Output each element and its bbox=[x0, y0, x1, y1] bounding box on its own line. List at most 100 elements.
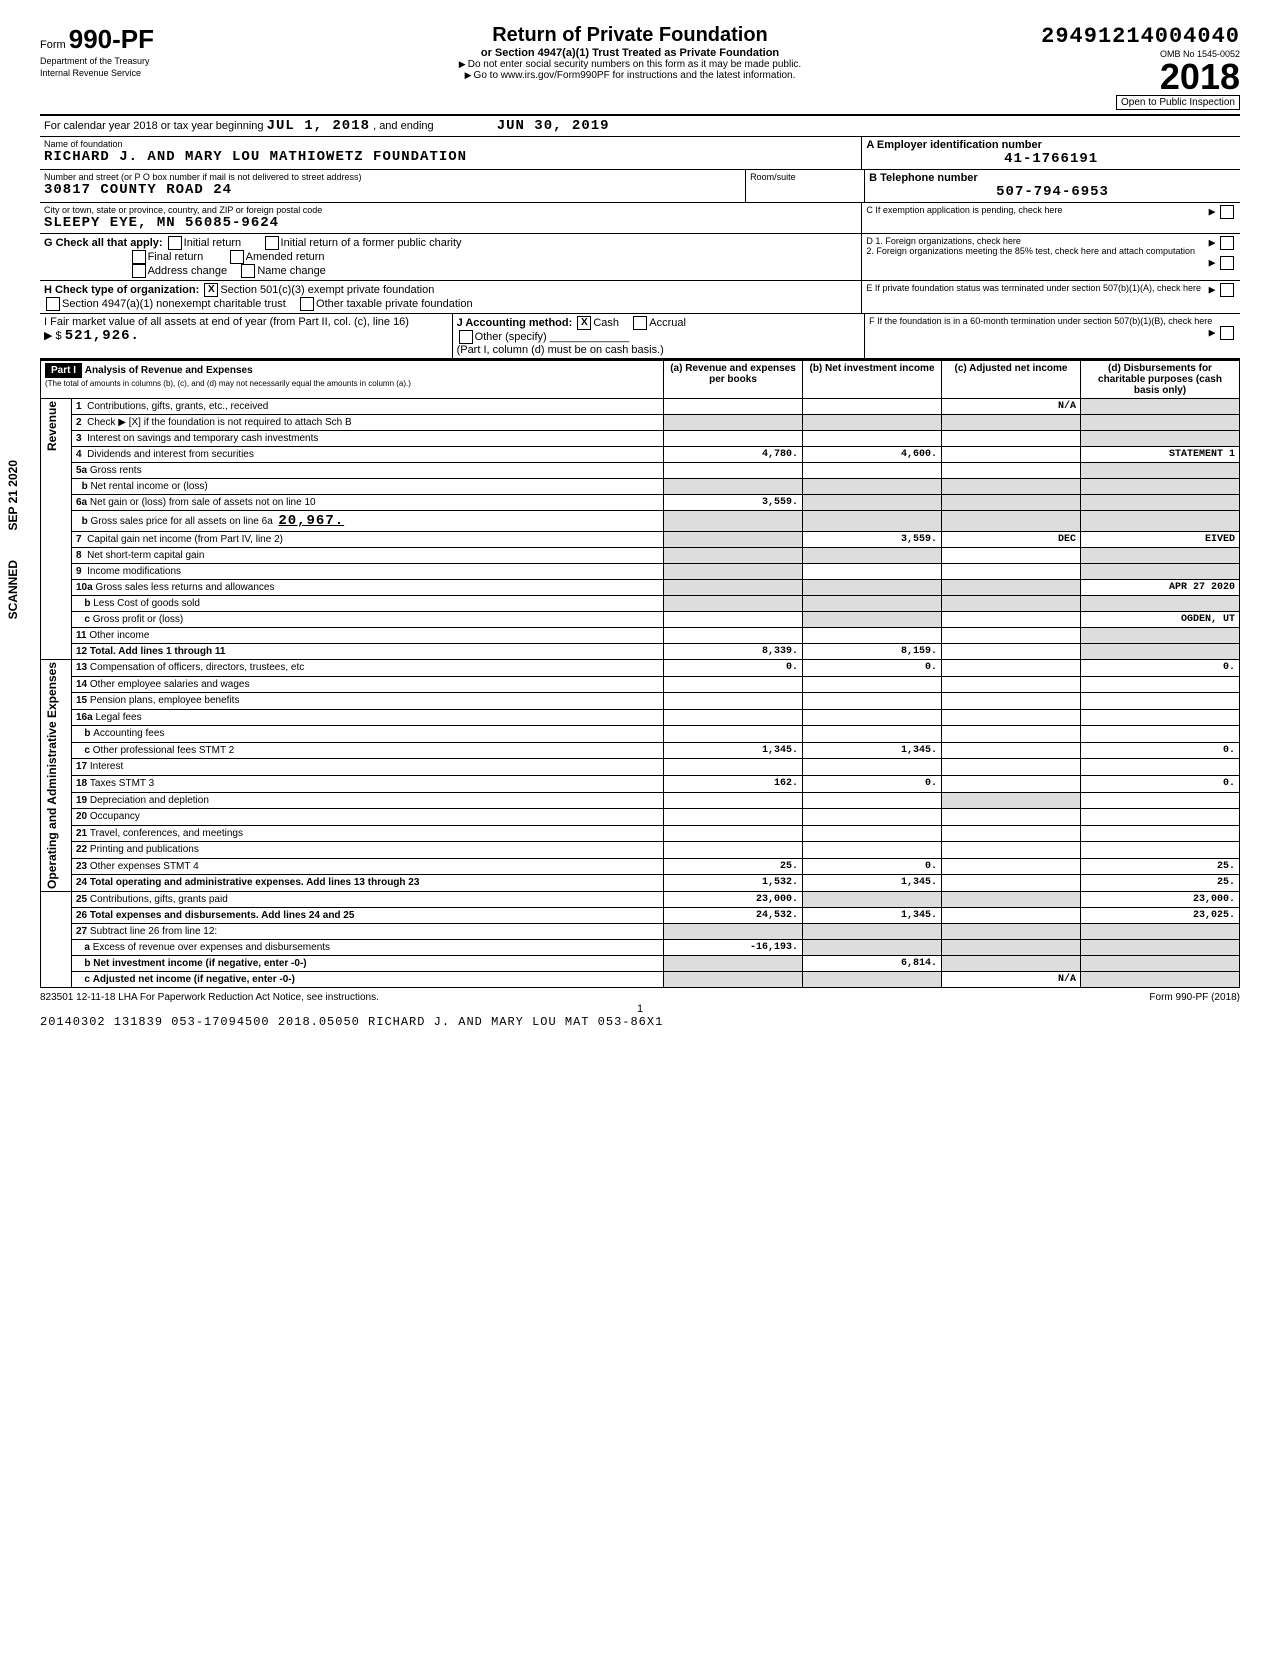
r10c-d: OGDEN, UT bbox=[1081, 612, 1240, 628]
r18-a: 162. bbox=[664, 775, 803, 792]
r25-desc: Contributions, gifts, grants paid bbox=[90, 894, 228, 905]
r16c-d: 0. bbox=[1081, 742, 1240, 759]
r11-desc: Other income bbox=[89, 630, 149, 641]
r3-desc: Interest on savings and temporary cash i… bbox=[87, 433, 318, 444]
c-checkbox[interactable] bbox=[1220, 205, 1234, 219]
r1-c: N/A bbox=[942, 399, 1081, 415]
addr-phone-row: Number and street (or P O box number if … bbox=[40, 170, 1240, 203]
h-o3: Other taxable private foundation bbox=[316, 298, 473, 310]
r22-desc: Printing and publications bbox=[90, 844, 199, 855]
city-c-row: City or town, state or province, country… bbox=[40, 203, 1240, 234]
r27a-a: -16,193. bbox=[664, 939, 803, 955]
h-o1: Section 501(c)(3) exempt private foundat… bbox=[220, 284, 434, 296]
footer-right: Form 990-PF (2018) bbox=[1149, 992, 1240, 1003]
r9-desc: Income modifications bbox=[87, 566, 181, 577]
i-label: I Fair market value of all assets at end… bbox=[44, 316, 409, 328]
form-title: Return of Private Foundation bbox=[310, 24, 950, 47]
g-addrchange-checkbox[interactable] bbox=[132, 264, 146, 278]
r10b-desc: Less Cost of goods sold bbox=[93, 598, 200, 609]
r10c-desc: Gross profit or (loss) bbox=[93, 614, 184, 625]
r13-desc: Compensation of officers, directors, tru… bbox=[90, 662, 304, 673]
form-note2: Go to www.irs.gov/Form990PF for instruct… bbox=[310, 70, 950, 81]
form-prefix: Form bbox=[40, 39, 66, 51]
col-c-header: (c) Adjusted net income bbox=[942, 361, 1081, 399]
scanned-stamp: SCANNED bbox=[6, 560, 20, 619]
city-value: SLEEPY EYE, MN 56085-9624 bbox=[44, 215, 857, 231]
d1-checkbox[interactable] bbox=[1220, 236, 1234, 250]
r12-b: 8,159. bbox=[803, 644, 942, 660]
dept1: Department of the Treasury bbox=[40, 56, 150, 66]
j-label: J Accounting method: bbox=[457, 317, 573, 329]
form-header: Form 990-PF Department of the Treasury I… bbox=[40, 20, 1240, 116]
footer-left: 823501 12-11-18 LHA For Paperwork Reduct… bbox=[40, 992, 379, 1003]
r20-desc: Occupancy bbox=[90, 811, 140, 822]
r4-desc: Dividends and interest from securities bbox=[87, 449, 254, 460]
r23-b: 0. bbox=[803, 858, 942, 875]
r1-desc: Contributions, gifts, grants, etc., rece… bbox=[87, 401, 268, 412]
f-checkbox[interactable] bbox=[1220, 326, 1234, 340]
h-e-row: H Check type of organization: XSection 5… bbox=[40, 281, 1240, 314]
col-d-header: (d) Disbursements for charitable purpose… bbox=[1081, 361, 1240, 399]
r26-a: 24,532. bbox=[664, 907, 803, 923]
g-namechange-checkbox[interactable] bbox=[241, 264, 255, 278]
h-label: H Check type of organization: bbox=[44, 284, 199, 296]
h-other-checkbox[interactable] bbox=[300, 297, 314, 311]
period-start: JUL 1, 2018 bbox=[267, 118, 370, 134]
phone-value: 507-794-6953 bbox=[869, 184, 1236, 200]
r26-d: 23,025. bbox=[1081, 907, 1240, 923]
r26-desc: Total expenses and disbursements. Add li… bbox=[90, 910, 355, 921]
r6a-a: 3,559. bbox=[664, 495, 803, 511]
g-former-checkbox[interactable] bbox=[265, 236, 279, 250]
e-checkbox[interactable] bbox=[1220, 283, 1234, 297]
phone-label: B Telephone number bbox=[869, 172, 1236, 184]
d2-checkbox[interactable] bbox=[1220, 256, 1234, 270]
r10a-d: APR 27 2020 bbox=[1081, 580, 1240, 596]
part1-note: (The total of amounts in columns (b), (c… bbox=[45, 379, 411, 388]
r14-desc: Other employee salaries and wages bbox=[90, 679, 250, 690]
g-final-checkbox[interactable] bbox=[132, 250, 146, 264]
j-cash-checkbox[interactable]: X bbox=[577, 316, 591, 330]
h-501c3-checkbox[interactable]: X bbox=[204, 283, 218, 297]
expense-side-label: Operating and Administrative Expenses bbox=[45, 662, 59, 889]
j-accrual-checkbox[interactable] bbox=[633, 316, 647, 330]
name-label: Name of foundation bbox=[44, 139, 857, 149]
part1-table: Part I Analysis of Revenue and Expenses … bbox=[40, 360, 1240, 988]
r10a-desc: Gross sales less returns and allowances bbox=[95, 582, 274, 593]
g-o5: Amended return bbox=[246, 251, 325, 263]
r13-d: 0. bbox=[1081, 660, 1240, 677]
r6a-desc: Net gain or (loss) from sale of assets n… bbox=[90, 497, 316, 508]
form-id-box: Form 990-PF Department of the Treasury I… bbox=[40, 20, 300, 83]
g-amended-checkbox[interactable] bbox=[230, 250, 244, 264]
r27-desc: Subtract line 26 from line 12: bbox=[90, 926, 217, 937]
j-cash: Cash bbox=[593, 317, 619, 329]
h-o2: Section 4947(a)(1) nonexempt charitable … bbox=[62, 298, 286, 310]
h-4947-checkbox[interactable] bbox=[46, 297, 60, 311]
d2-label: 2. Foreign organizations meeting the 85%… bbox=[866, 246, 1195, 256]
r5a-desc: Gross rents bbox=[90, 465, 142, 476]
col-b-header: (b) Net investment income bbox=[803, 361, 942, 399]
ein-value: 41-1766191 bbox=[866, 151, 1236, 167]
r24-d: 25. bbox=[1081, 875, 1240, 892]
col-a-header: (a) Revenue and expenses per books bbox=[664, 361, 803, 399]
addr-value: 30817 COUNTY ROAD 24 bbox=[44, 182, 741, 198]
r27c-desc: Adjusted net income (if negative, enter … bbox=[93, 974, 295, 985]
part1-title: Analysis of Revenue and Expenses bbox=[85, 365, 253, 376]
r23-desc: Other expenses STMT 4 bbox=[90, 861, 199, 872]
r25-d: 23,000. bbox=[1081, 891, 1240, 907]
r4-d: STATEMENT 1 bbox=[1081, 447, 1240, 463]
form-note1: Do not enter social security numbers on … bbox=[310, 59, 950, 70]
form-number: 990-PF bbox=[69, 24, 154, 54]
r16b-desc: Accounting fees bbox=[93, 728, 164, 739]
g-initial-checkbox[interactable] bbox=[168, 236, 182, 250]
r16c-a: 1,345. bbox=[664, 742, 803, 759]
j-other-checkbox[interactable] bbox=[459, 330, 473, 344]
r23-d: 25. bbox=[1081, 858, 1240, 875]
r27b-desc: Net investment income (if negative, ente… bbox=[93, 958, 306, 969]
r27b-b: 6,814. bbox=[803, 955, 942, 971]
r6b-desc: Gross sales price for all assets on line… bbox=[90, 516, 272, 527]
r21-desc: Travel, conferences, and meetings bbox=[90, 828, 243, 839]
j-note: (Part I, column (d) must be on cash basi… bbox=[457, 344, 664, 356]
r13-a: 0. bbox=[664, 660, 803, 677]
r18-desc: Taxes STMT 3 bbox=[90, 778, 154, 789]
title-box: Return of Private Foundation or Section … bbox=[300, 20, 960, 85]
